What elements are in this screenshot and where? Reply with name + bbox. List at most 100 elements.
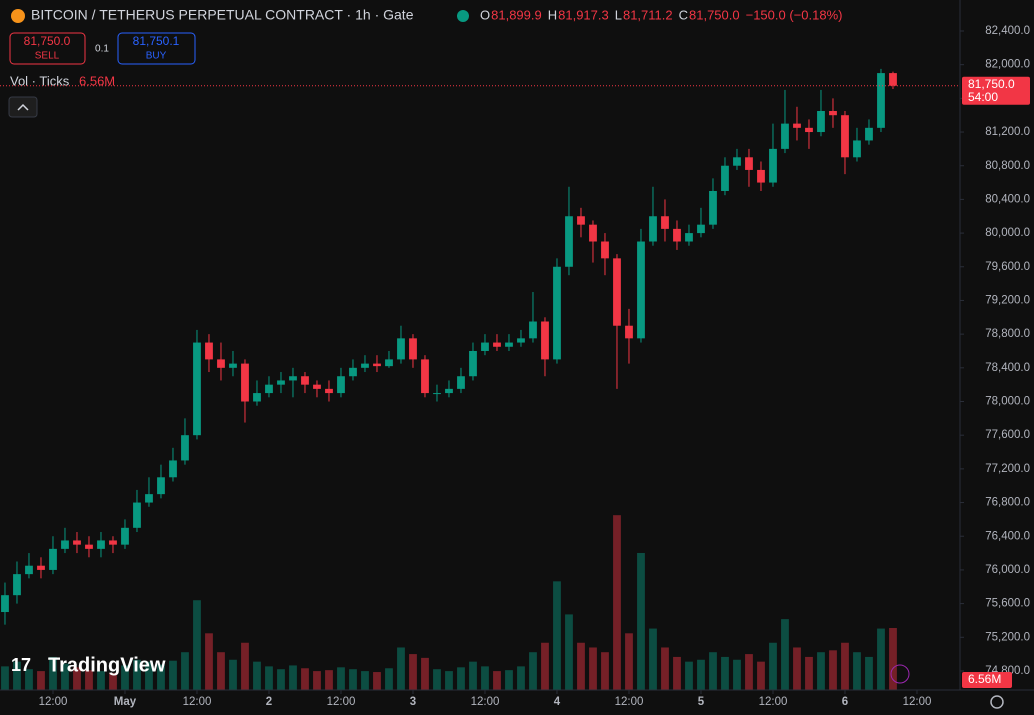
volume-bar	[313, 671, 321, 690]
volume-bar	[757, 661, 765, 690]
volume-bar	[1, 666, 9, 690]
volume-bar	[829, 650, 837, 690]
volume-bar	[577, 642, 585, 690]
sell-button[interactable]	[9, 32, 86, 65]
volume-bar	[613, 515, 621, 690]
y-tick-label: 77,200.0	[985, 463, 1030, 475]
candle-body	[193, 342, 201, 436]
sell-label: SELL	[35, 51, 60, 62]
candle-body	[61, 540, 69, 549]
y-tick-label: 77,600.0	[985, 429, 1030, 441]
candle-body	[709, 190, 717, 225]
x-tick-label: 2	[266, 696, 272, 708]
buy-button[interactable]	[117, 32, 196, 65]
volume-bar	[877, 628, 885, 690]
x-tick-label: 3	[410, 696, 416, 708]
volume-bar	[373, 672, 381, 690]
y-tick-label: 80,800.0	[985, 160, 1030, 172]
candle-body	[457, 376, 465, 389]
candle-body	[565, 216, 573, 267]
ohlc-key: C	[679, 7, 688, 22]
volume-bar	[337, 667, 345, 690]
volume-bar	[25, 669, 33, 690]
volume-bar	[733, 659, 741, 690]
ohlc-key: H	[548, 7, 557, 22]
candle-body	[265, 384, 273, 394]
candle-body	[121, 527, 129, 545]
volume-bar	[229, 659, 237, 690]
candle-body	[409, 338, 417, 360]
volume-bar	[469, 661, 477, 690]
volume-bar	[349, 669, 357, 690]
candle-body	[49, 548, 57, 570]
candle-body	[229, 363, 237, 368]
y-tick-label: 78,800.0	[985, 328, 1030, 340]
volume-bar	[421, 657, 429, 690]
volume-bar	[889, 628, 897, 690]
ohlc-key: L	[615, 7, 622, 22]
countdown: 54:00	[968, 90, 998, 104]
volume-bar	[817, 652, 825, 690]
last-price-box	[962, 76, 1030, 105]
volume-bar	[169, 660, 177, 690]
x-tick-label: 12:00	[471, 696, 500, 708]
volume-bar	[745, 654, 753, 690]
candle-body	[793, 123, 801, 128]
x-tick-label: 12:00	[327, 696, 356, 708]
candle-body	[877, 73, 885, 128]
volume-layer	[1, 515, 897, 690]
candle-body	[1, 595, 9, 613]
volume-bar	[673, 656, 681, 690]
x-tick-label: May	[114, 696, 137, 708]
volume-value: 6.56M	[79, 73, 115, 88]
y-tick-label: 81,200.0	[985, 126, 1030, 138]
y-tick-label: 76,400.0	[985, 530, 1030, 542]
volume-bar	[589, 647, 597, 690]
x-tick-label: 12:00	[615, 696, 644, 708]
brand: TradingView	[48, 654, 166, 676]
quantity: 0.1	[95, 44, 109, 55]
volume-bar	[217, 652, 225, 690]
candle-body	[109, 540, 117, 545]
alert-icon[interactable]	[890, 664, 910, 684]
settings-icon[interactable]	[990, 695, 1004, 709]
volume-bar	[697, 659, 705, 690]
volume-bar	[457, 667, 465, 690]
sell-price: 81,750.0	[24, 34, 71, 48]
volume-bar	[277, 669, 285, 690]
volume-bar	[853, 652, 861, 690]
y-tick-label: 80,000.0	[985, 227, 1030, 239]
candle-body	[301, 376, 309, 385]
candle-body	[85, 544, 93, 549]
ohlc-value: 81,899.9	[491, 7, 542, 22]
volume-bar	[481, 666, 489, 690]
candle-body	[685, 233, 693, 242]
volume-bar	[637, 552, 645, 690]
candle-body	[361, 363, 369, 368]
ohlc-header: O 81,899.9 H 81,917.3 L 81,711.2 C 81,750.0 −150…	[480, 7, 842, 22]
volume-axis-label: 6.56M	[968, 672, 1001, 686]
y-tick-label: 82,000.0	[985, 59, 1030, 71]
candle-body	[745, 157, 753, 170]
volume-bar	[241, 642, 249, 690]
volume-bar	[649, 628, 657, 690]
candle-body	[673, 228, 681, 242]
volume-bar	[541, 642, 549, 690]
candle-body	[481, 342, 489, 351]
candle-body	[721, 165, 729, 191]
candle-body	[325, 388, 333, 394]
candle-body	[601, 241, 609, 259]
candle-body	[385, 359, 393, 367]
buy-price: 81,750.1	[133, 34, 180, 48]
candle-body	[661, 216, 669, 229]
x-tick-label: 12:00	[183, 696, 212, 708]
candle-body	[433, 393, 441, 395]
volume-bar	[769, 642, 777, 690]
candle-body	[73, 540, 81, 545]
volume-bar	[145, 661, 153, 690]
candle-body	[853, 140, 861, 158]
volume-bar	[841, 642, 849, 690]
collapse-button[interactable]	[8, 96, 38, 118]
volume-bar	[505, 670, 513, 690]
volume-title: Vol · Ticks	[10, 73, 70, 88]
